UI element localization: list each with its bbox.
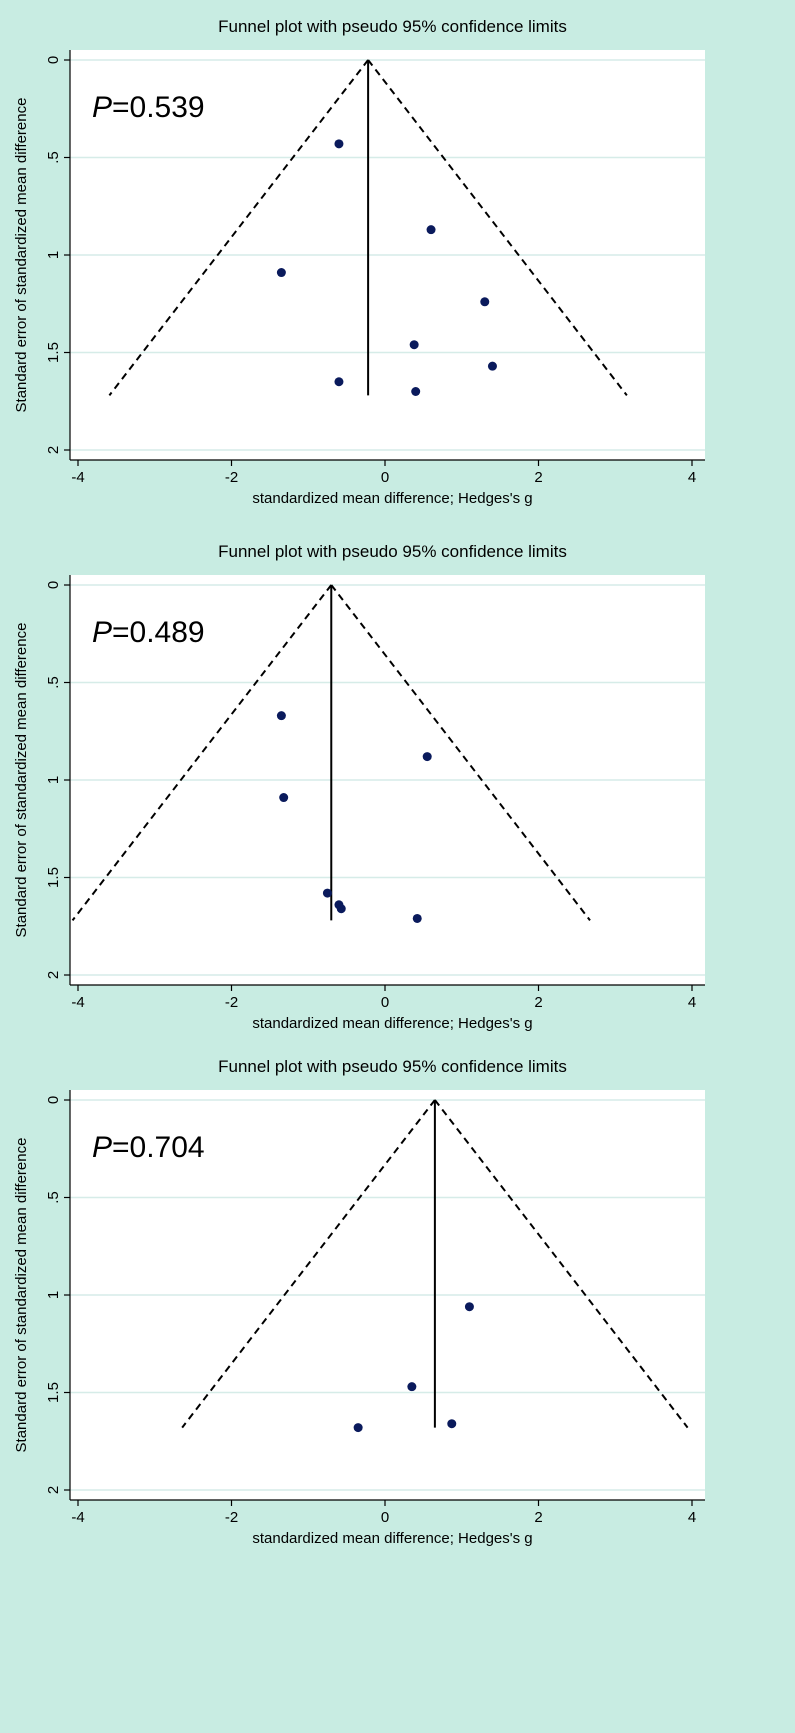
study-point	[447, 1419, 457, 1429]
p-value-annotation: P=0.704	[92, 1131, 205, 1164]
x-tick-label: -2	[225, 469, 238, 486]
study-point	[336, 904, 346, 914]
x-tick-label: -2	[225, 1509, 238, 1526]
y-tick-label: 2	[45, 1486, 62, 1494]
p-value: =0.704	[112, 1131, 205, 1164]
p-symbol: P	[92, 616, 112, 649]
study-point	[276, 268, 286, 278]
x-tick-label: 2	[534, 469, 542, 486]
y-tick-label: 1.5	[45, 342, 62, 363]
p-value-annotation: P=0.539	[92, 91, 205, 124]
x-axis-label: standardized mean difference; Hedges's g	[252, 1530, 532, 1547]
p-value-annotation: P=0.489	[92, 616, 205, 649]
x-tick-label: 0	[381, 1509, 389, 1526]
ci-limit-left	[71, 584, 333, 922]
x-tick-label: -2	[225, 994, 238, 1011]
y-axis-label: Standard error of standardized mean diff…	[13, 1138, 30, 1453]
x-tick-label: 4	[688, 469, 696, 486]
study-point	[407, 1382, 417, 1392]
y-tick-label: 1	[45, 1291, 62, 1299]
y-tick-label: 1.5	[45, 1382, 62, 1403]
ci-limit-right	[330, 584, 591, 922]
y-tick-label: .5	[45, 151, 62, 164]
y-tick-label: 0	[45, 1096, 62, 1104]
study-point	[464, 1302, 474, 1312]
x-axis-label: standardized mean difference; Hedges's g	[252, 490, 532, 507]
y-tick-label: 2	[45, 446, 62, 454]
study-point	[353, 1423, 363, 1433]
funnel-plot-2: 0 .5 1 1.5 2 -4 -2 0 2 4 Funnel plot with pseudo 9…	[13, 542, 705, 1032]
x-tick-label: 4	[688, 994, 696, 1011]
study-point	[409, 340, 419, 350]
study-point	[411, 387, 421, 396]
study-point	[276, 711, 286, 721]
study-point	[426, 225, 436, 235]
p-value: =0.489	[112, 616, 205, 649]
x-tick-label: -4	[71, 469, 84, 486]
ci-limit-left	[108, 59, 369, 397]
y-tick-label: 2	[45, 971, 62, 979]
chart-title: Funnel plot with pseudo 95% confidence l…	[218, 542, 567, 561]
x-tick-label: 4	[688, 1509, 696, 1526]
y-axis-label: Standard error of standardized mean diff…	[13, 98, 30, 413]
chart-title: Funnel plot with pseudo 95% confidence l…	[218, 1057, 567, 1076]
study-point	[279, 793, 289, 803]
y-tick-label: .5	[45, 1191, 62, 1204]
study-point	[322, 888, 332, 898]
study-point	[334, 377, 344, 387]
ci-limit-right	[434, 1099, 689, 1429]
x-axis-label: standardized mean difference; Hedges's g	[252, 1015, 532, 1032]
x-tick-label: 2	[534, 1509, 542, 1526]
x-tick-label: 0	[381, 469, 389, 486]
funnel-plot-1: 0 .5 1 1.5 2 -4 -2 0 2 4 Funnel plot with pseudo 9…	[13, 17, 705, 507]
study-point	[422, 752, 432, 762]
p-symbol: P	[92, 91, 112, 124]
y-tick-label: 1	[45, 776, 62, 784]
x-tick-label: 2	[534, 994, 542, 1011]
study-point	[412, 913, 422, 923]
study-point	[487, 361, 497, 371]
y-tick-label: 0	[45, 581, 62, 589]
study-point	[480, 297, 490, 307]
y-tick-label: 0	[45, 56, 62, 64]
y-tick-label: .5	[45, 676, 62, 689]
y-axis-label: Standard error of standardized mean diff…	[13, 623, 30, 938]
x-tick-label: 0	[381, 994, 389, 1011]
funnel-plot-3: 0 .5 1 1.5 2 -4 -2 0 2 4 Funnel plot with pseudo 9…	[13, 1057, 705, 1547]
ci-limit-right	[367, 59, 628, 397]
x-tick-label: -4	[71, 1509, 84, 1526]
x-tick-label: -4	[71, 994, 84, 1011]
study-point	[334, 139, 344, 149]
p-symbol: P	[92, 1131, 112, 1164]
p-value: =0.539	[112, 91, 205, 124]
ci-limit-left	[181, 1099, 436, 1429]
chart-title: Funnel plot with pseudo 95% confidence l…	[218, 17, 567, 36]
y-tick-label: 1	[45, 251, 62, 259]
y-tick-label: 1.5	[45, 867, 62, 888]
